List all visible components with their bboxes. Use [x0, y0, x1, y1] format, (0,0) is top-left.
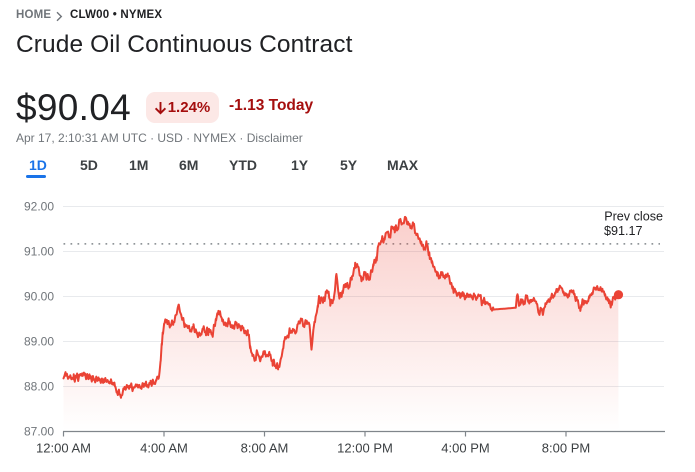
svg-text:12:00 PM: 12:00 PM: [337, 441, 393, 456]
svg-text:4:00 AM: 4:00 AM: [140, 441, 188, 456]
svg-text:8:00 PM: 8:00 PM: [542, 441, 590, 456]
svg-text:90.00: 90.00: [24, 290, 54, 304]
svg-text:87.00: 87.00: [24, 425, 54, 439]
svg-text:$91.17: $91.17: [604, 224, 643, 238]
svg-text:8:00 AM: 8:00 AM: [241, 441, 289, 456]
svg-text:4:00 PM: 4:00 PM: [441, 441, 489, 456]
svg-text:92.00: 92.00: [24, 200, 54, 214]
svg-text:91.00: 91.00: [24, 245, 54, 259]
svg-text:Prev close: Prev close: [604, 210, 663, 224]
svg-text:12:00 AM: 12:00 AM: [36, 441, 91, 456]
svg-text:89.00: 89.00: [24, 335, 54, 349]
svg-text:88.00: 88.00: [24, 380, 54, 394]
